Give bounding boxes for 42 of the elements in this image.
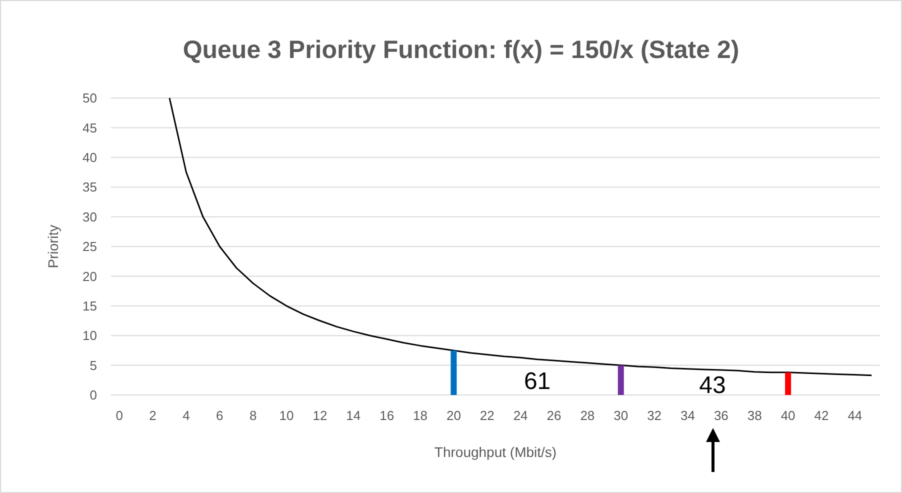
chart-title: Queue 3 Priority Function: f(x) = 150/x (State 2) xyxy=(182,36,740,64)
x-tick-label: 30 xyxy=(614,408,628,423)
y-tick-label: 5 xyxy=(90,358,97,373)
y-tick-label: 35 xyxy=(82,180,97,195)
y-tick-label: 40 xyxy=(82,150,97,165)
x-tick-label: 8 xyxy=(249,408,257,423)
x-tick-label: 42 xyxy=(814,408,829,423)
x-tick-label: 22 xyxy=(480,408,494,423)
x-tick-label: 16 xyxy=(380,408,394,423)
bar xyxy=(450,350,457,395)
bar xyxy=(785,372,792,395)
x-tick-label: 24 xyxy=(513,408,528,423)
y-tick-label: 25 xyxy=(82,239,97,254)
y-tick-label: 0 xyxy=(90,388,97,403)
x-tick-label: 10 xyxy=(279,408,294,423)
x-tick-label: 20 xyxy=(446,408,461,423)
x-tick-label: 32 xyxy=(647,408,662,423)
y-tick-label: 50 xyxy=(82,90,97,106)
x-tick-label: 38 xyxy=(747,408,762,423)
x-tick-label: 6 xyxy=(216,408,224,423)
y-tick-label: 20 xyxy=(82,268,97,284)
y-tick-label: 10 xyxy=(82,328,97,344)
annotation: 43 xyxy=(699,372,726,399)
x-tick-label: 4 xyxy=(182,408,190,423)
x-tick-label: 40 xyxy=(780,408,796,423)
y-axis-title: Priority xyxy=(45,224,61,268)
y-tick-label: 15 xyxy=(82,298,97,314)
x-tick-label: 44 xyxy=(848,408,862,423)
x-tick-label: 2 xyxy=(149,408,156,423)
bar xyxy=(618,365,624,395)
x-tick-label: 34 xyxy=(680,408,695,423)
x-tick-label: 12 xyxy=(312,408,328,423)
y-tick-label: 45 xyxy=(82,120,97,136)
x-tick-label: 18 xyxy=(413,408,428,423)
x-tick-label: 0 xyxy=(116,408,123,423)
annotation: 61 xyxy=(524,368,551,395)
x-tick-label: 36 xyxy=(714,408,728,423)
x-tick-label: 26 xyxy=(546,408,562,423)
x-tick-label: 14 xyxy=(346,408,361,423)
x-axis-title: Throughput (Mbit/s) xyxy=(434,444,557,460)
y-tick-label: 30 xyxy=(82,209,97,224)
x-tick-label: 28 xyxy=(580,408,595,423)
